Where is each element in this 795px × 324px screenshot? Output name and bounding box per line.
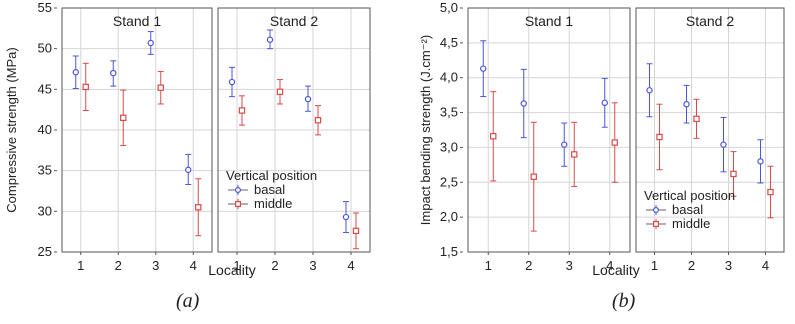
middle-point — [571, 151, 578, 158]
x-tick-label: 4 — [762, 258, 769, 273]
x-tick-label: 1 — [77, 258, 84, 273]
panel-frame — [217, 7, 371, 253]
legend-title: Vertical position — [226, 168, 317, 183]
legend-label-middle: middle — [254, 196, 292, 211]
y-tick-label: 2,5 — [440, 174, 458, 189]
y-tick-label: 2,0 — [440, 209, 458, 224]
y-tick-label: 55 — [38, 0, 52, 15]
legend-basal-marker — [652, 207, 659, 214]
x-tick-label: 4 — [347, 258, 354, 273]
y-tick-label: 45 — [38, 81, 52, 96]
middle-point — [656, 133, 663, 141]
panel-2: Stand 2 1 2 3 4 — [217, 7, 371, 273]
caption-a: (a) — [176, 290, 200, 312]
basal-point — [683, 101, 690, 108]
panel-title: Stand 1 — [525, 13, 573, 29]
y-tick-label: 4,5 — [440, 35, 458, 50]
basal-point — [304, 95, 312, 103]
x-tick-label: 3 — [725, 258, 732, 273]
middle-point — [611, 139, 618, 146]
x-axis-title: Locality — [208, 262, 255, 278]
x-tick-label: 3 — [309, 258, 316, 273]
x-tick-label: 2 — [688, 258, 695, 273]
basal-point — [561, 141, 568, 148]
caption-b: (b) — [612, 290, 636, 312]
middle-point — [693, 115, 700, 123]
basal-point — [72, 69, 79, 76]
y-tick-label: 3,5 — [440, 105, 458, 120]
y-tick-label: 40 — [38, 122, 52, 137]
legend-title: Vertical position — [644, 188, 735, 203]
x-tick-label: 4 — [606, 258, 613, 273]
middle-point — [730, 170, 737, 178]
panel-frame — [467, 7, 631, 253]
basal-point — [147, 39, 154, 47]
panel-frame — [61, 7, 213, 253]
x-tick-label: 2 — [271, 258, 278, 273]
x-tick-label: 4 — [190, 258, 197, 273]
basal-point — [266, 36, 274, 43]
legend-middle-marker — [235, 201, 242, 208]
legend-label-basal: basal — [672, 202, 703, 217]
y-tick-label: 30 — [38, 203, 52, 218]
y-tick-label: 25 — [38, 244, 52, 259]
middle-point — [767, 188, 774, 196]
legend-basal-marker — [235, 187, 242, 194]
panel-title: Stand 2 — [270, 13, 318, 29]
y-tick-label: 4,0 — [440, 70, 458, 85]
legend-label-basal: basal — [254, 182, 285, 197]
basal-point — [185, 166, 192, 174]
y-axis-title: Compressive strength (MPa) — [4, 47, 19, 212]
middle-point — [276, 88, 284, 95]
y-tick-label: 3,0 — [440, 139, 458, 154]
x-axis-title: Locality — [592, 262, 639, 278]
y-axis-title: Impact bending strength (J.cm⁻²) — [418, 35, 433, 225]
basal-point — [601, 99, 608, 107]
legend-middle-marker — [652, 221, 659, 228]
middle-point — [490, 133, 497, 140]
panel-1: Stand 1 1 2 3 4 — [61, 7, 213, 273]
y-tick-label: 5,0 — [440, 0, 458, 15]
panel-2: Stand 2 1 2 3 4 — [635, 7, 785, 273]
middle-point — [120, 114, 127, 121]
x-tick-label: 2 — [115, 258, 122, 273]
x-tick-label: 3 — [152, 258, 159, 273]
x-tick-label: 2 — [525, 258, 532, 273]
panel-1: Stand 1 1 2 3 4 — [467, 7, 631, 273]
x-tick-label: 1 — [233, 258, 240, 273]
middle-point — [195, 204, 202, 211]
x-tick-label: 1 — [485, 258, 492, 273]
y-tick-label: 50 — [38, 41, 52, 56]
basal-point — [342, 213, 350, 221]
middle-point — [530, 173, 537, 180]
legend-label-middle: middle — [672, 216, 710, 231]
panel-frame — [635, 7, 785, 253]
basal-point — [720, 141, 727, 148]
x-tick-label: 1 — [651, 258, 658, 273]
basal-point — [757, 158, 764, 165]
panel-title: Stand 2 — [686, 13, 734, 29]
middle-point — [238, 107, 246, 114]
middle-point — [82, 83, 89, 91]
middle-point — [352, 227, 360, 235]
basal-point — [480, 65, 487, 72]
panel-title: Stand 1 — [113, 13, 161, 29]
chart-a: Compressive strength (MPa) 25 30 35 40 45 50 55… — [4, 0, 371, 278]
middle-point — [157, 84, 164, 91]
basal-point — [228, 78, 236, 86]
y-tick-label: 35 — [38, 163, 52, 178]
x-tick-label: 3 — [566, 258, 573, 273]
basal-point — [110, 69, 117, 77]
middle-point — [314, 117, 322, 124]
y-tick-label: 1,5 — [440, 244, 458, 259]
basal-point — [646, 87, 653, 94]
chart-b: Impact bending strength (J.cm⁻²) 1,5 2,0 2,… — [418, 0, 785, 278]
basal-point — [520, 100, 527, 107]
